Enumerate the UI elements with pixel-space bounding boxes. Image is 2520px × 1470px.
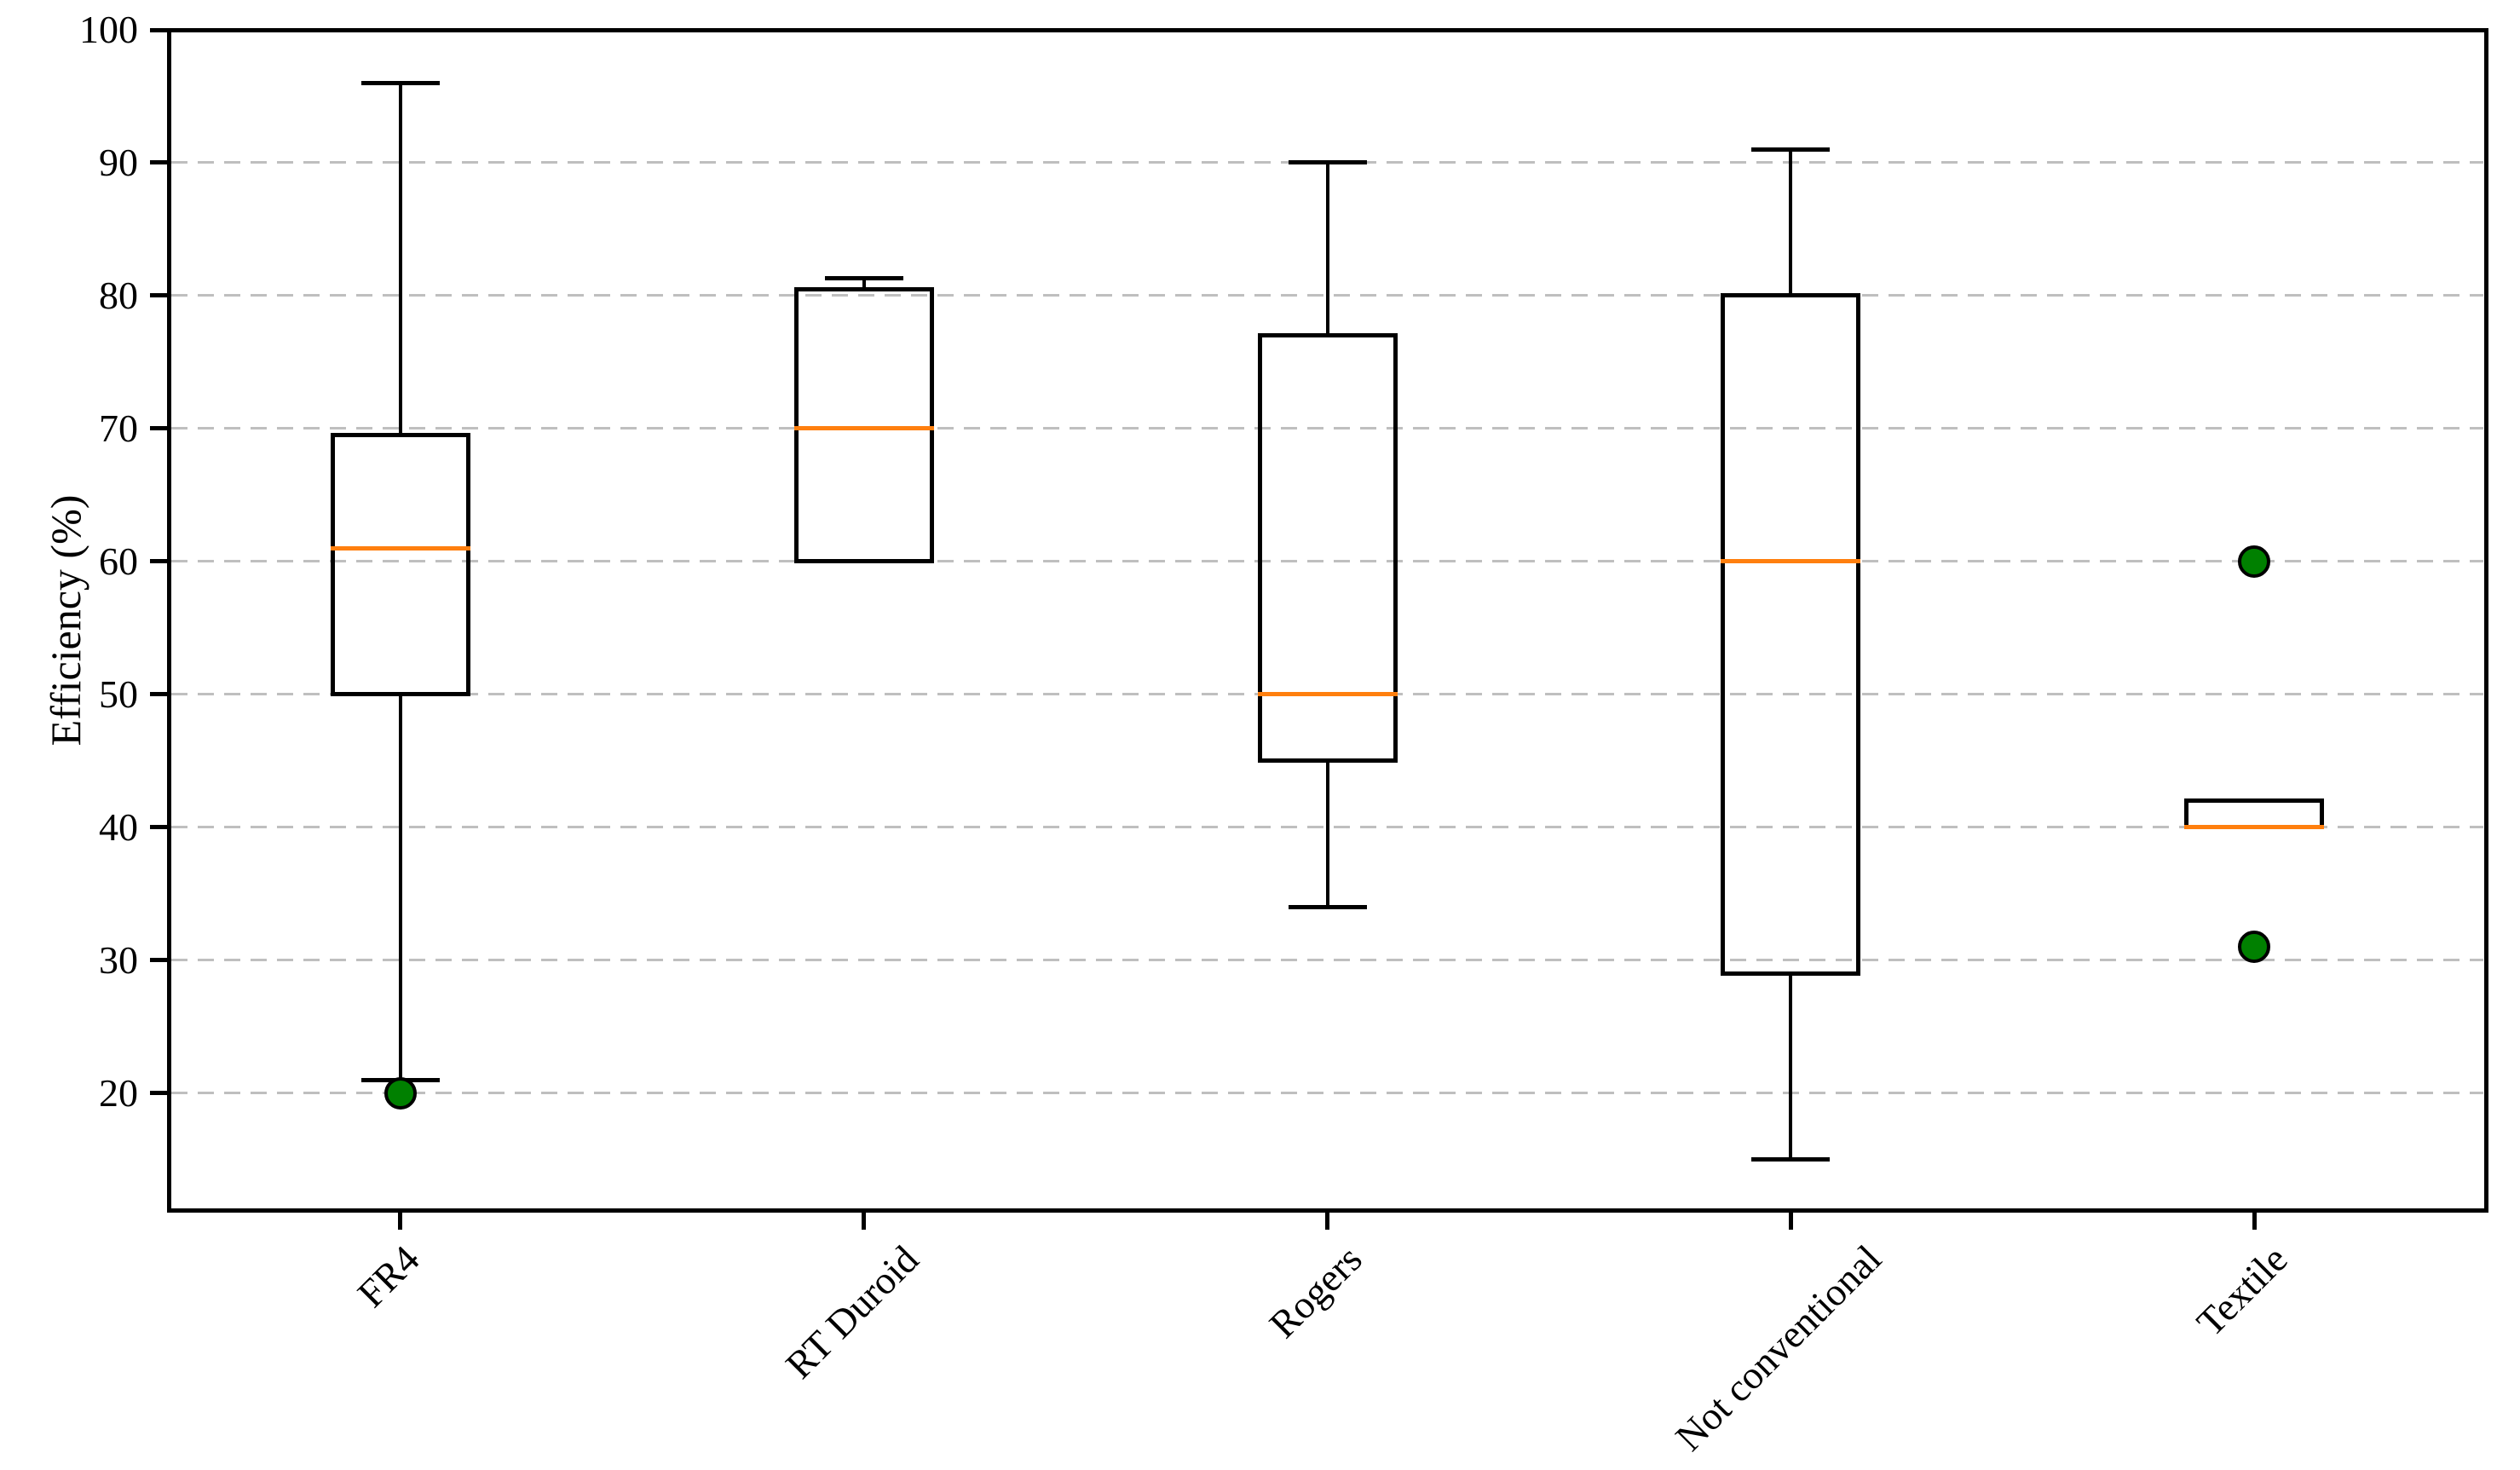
box-median-line	[2184, 825, 2325, 830]
outlier-point	[2238, 931, 2271, 964]
x-tick-mark	[862, 1212, 867, 1230]
y-tick-label: 20	[99, 1070, 138, 1115]
x-tick-label: Not conventional	[1667, 1237, 1890, 1460]
y-tick-label: 80	[99, 273, 138, 317]
y-tick-label: 100	[79, 8, 138, 51]
y-tick-mark	[149, 27, 167, 32]
axis-spine-top	[166, 27, 2488, 32]
axis-spine-right	[2483, 27, 2488, 1213]
x-tick-mark	[1788, 1212, 1793, 1230]
x-tick-label: Textile	[2188, 1237, 2296, 1345]
whisker-upper-line	[1325, 162, 1329, 336]
x-tick-mark	[1325, 1212, 1329, 1230]
y-tick-mark	[149, 1091, 167, 1096]
y-tick-label: 40	[99, 804, 138, 849]
y-tick-mark	[149, 559, 167, 564]
whisker-upper-line	[862, 278, 866, 290]
whisker-cap-upper	[824, 276, 903, 281]
whisker-cap-lower	[1288, 904, 1367, 909]
whisker-lower-line	[1325, 760, 1329, 908]
y-tick-label: 50	[99, 672, 138, 716]
y-tick-mark	[149, 293, 167, 298]
y-gridline	[171, 959, 2483, 962]
x-tick-mark	[2252, 1212, 2257, 1230]
y-tick-mark	[149, 692, 167, 697]
whisker-cap-upper	[1751, 147, 1831, 152]
whisker-cap-upper	[1288, 160, 1367, 165]
box-median-line	[1257, 692, 1398, 697]
y-tick-mark	[149, 160, 167, 165]
x-tick-label: FR4	[349, 1237, 428, 1316]
x-tick-label: RT Duroid	[776, 1237, 927, 1386]
y-gridline	[171, 427, 2483, 430]
y-gridline	[171, 1092, 2483, 1095]
outlier-point	[383, 1076, 417, 1110]
whisker-cap-upper	[360, 80, 440, 85]
y-tick-label: 60	[99, 539, 138, 583]
box-median-line	[1721, 559, 1861, 564]
axis-spine-bottom	[166, 1208, 2488, 1213]
whisker-cap-lower	[1751, 1157, 1831, 1162]
y-tick-label: 30	[99, 937, 138, 982]
box	[330, 433, 470, 697]
whisker-upper-line	[1789, 149, 1793, 296]
box	[1257, 333, 1398, 764]
y-tick-label: 90	[99, 140, 138, 184]
whisker-lower-line	[398, 694, 402, 1081]
y-tick-mark	[149, 958, 167, 963]
box	[793, 286, 934, 564]
y-tick-label: 70	[99, 406, 138, 450]
x-tick-mark	[398, 1212, 403, 1230]
box-median-line	[793, 426, 934, 431]
x-tick-label: Rogers	[1260, 1237, 1370, 1346]
y-tick-mark	[149, 825, 167, 830]
outlier-point	[2238, 545, 2271, 578]
y-gridline	[171, 560, 2483, 563]
box	[1721, 293, 1861, 976]
box-median-line	[330, 545, 470, 551]
whisker-lower-line	[1789, 973, 1793, 1160]
whisker-upper-line	[398, 83, 402, 435]
axis-spine-left	[166, 27, 171, 1213]
y-tick-mark	[149, 426, 167, 431]
